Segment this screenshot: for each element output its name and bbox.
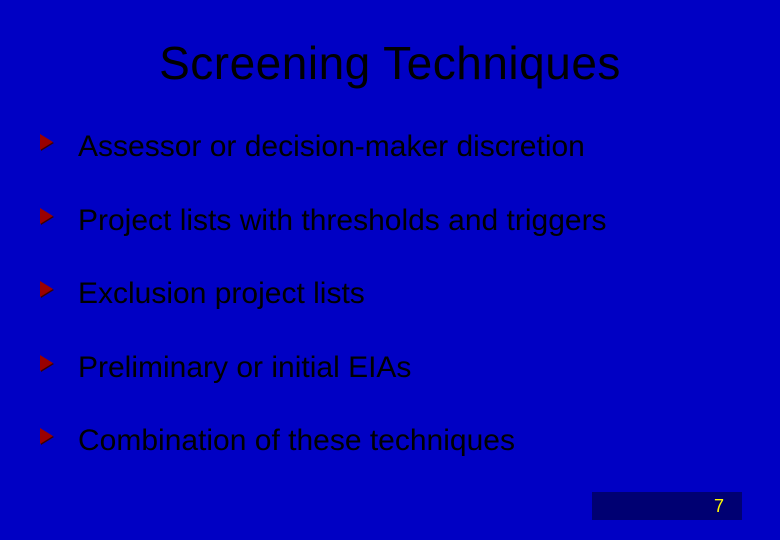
- bullet-item: Preliminary or initial EIAs: [38, 349, 750, 387]
- bullet-text: Combination of these techniques: [78, 422, 515, 460]
- bullet-item: Project lists with thresholds and trigge…: [38, 202, 750, 240]
- bullet-text: Project lists with thresholds and trigge…: [78, 202, 607, 240]
- page-number: 7: [714, 496, 724, 517]
- arrow-right-icon: [38, 208, 56, 231]
- bullet-text: Exclusion project lists: [78, 275, 365, 313]
- bullet-item: Assessor or decision-maker discretion: [38, 128, 750, 166]
- slide-title: Screening Techniques: [30, 36, 750, 90]
- arrow-right-icon: [38, 281, 56, 304]
- bullet-item: Combination of these techniques: [38, 422, 750, 460]
- arrow-right-icon: [38, 134, 56, 157]
- bullet-list: Assessor or decision-maker discretion Pr…: [30, 128, 750, 460]
- arrow-right-icon: [38, 428, 56, 451]
- slide: Screening Techniques Assessor or decisio…: [0, 0, 780, 540]
- bullet-text: Assessor or decision-maker discretion: [78, 128, 585, 166]
- bullet-item: Exclusion project lists: [38, 275, 750, 313]
- bullet-text: Preliminary or initial EIAs: [78, 349, 411, 387]
- page-number-box: 7: [592, 492, 742, 520]
- arrow-right-icon: [38, 355, 56, 378]
